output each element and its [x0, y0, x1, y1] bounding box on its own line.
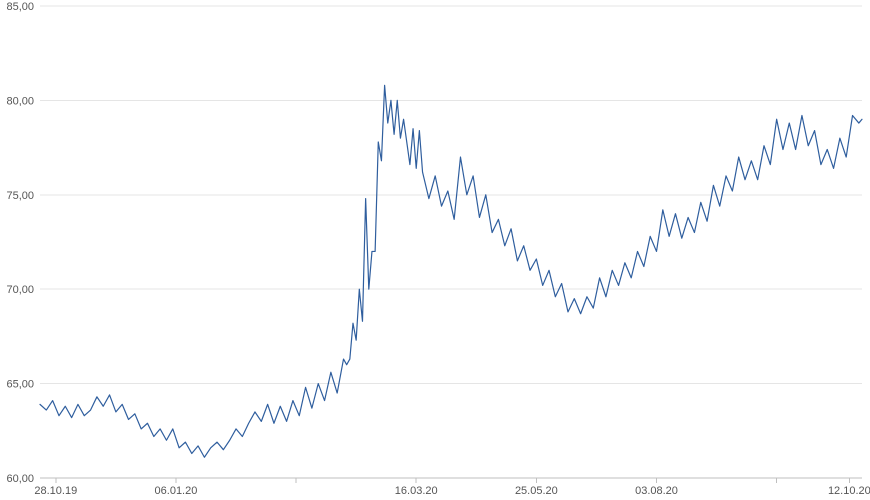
y-tick-label: 70,00: [6, 284, 34, 296]
y-tick-label: 60,00: [6, 473, 34, 485]
x-tick-label: 25.05.20: [515, 485, 558, 497]
x-tick-label: 28.10.19: [34, 485, 77, 497]
x-tick-label: 03.08.20: [635, 485, 678, 497]
x-tick-label: 16.03.20: [395, 485, 438, 497]
chart-svg: 60,00 65,00 70,00 75,00 80,00 85,00 28.10.19 06…: [0, 0, 870, 500]
x-tick-label: 12.10.20: [828, 485, 870, 497]
y-tick-label: 75,00: [6, 190, 34, 202]
y-tick-label: 65,00: [6, 379, 34, 391]
y-tick-label: 85,00: [6, 1, 34, 13]
price-chart: 60,00 65,00 70,00 75,00 80,00 85,00 28.10.19 06…: [0, 0, 870, 500]
y-tick-label: 80,00: [6, 95, 34, 107]
x-tick-label: 06.01.20: [155, 485, 198, 497]
